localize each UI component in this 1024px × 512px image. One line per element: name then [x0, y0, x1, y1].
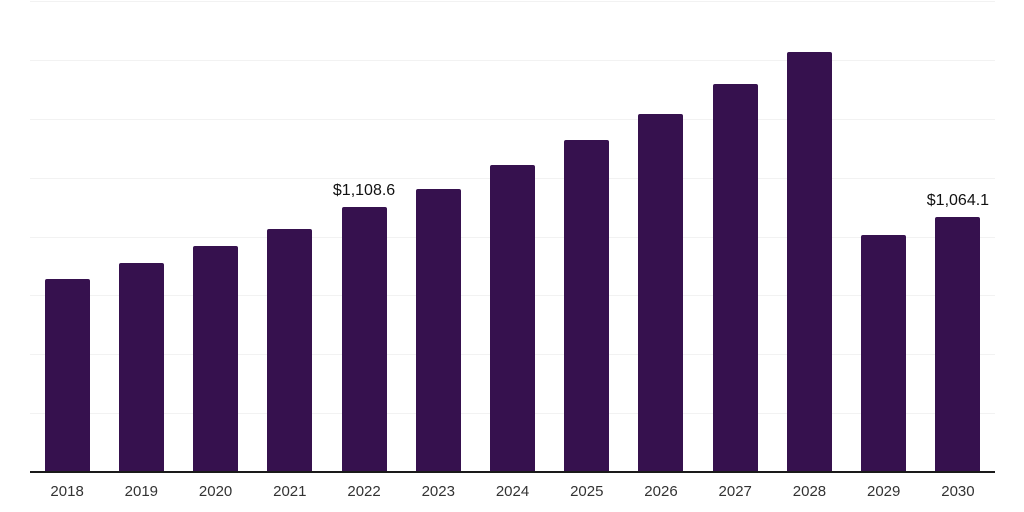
- bar-slot: [30, 0, 104, 472]
- bar-slot: [178, 0, 252, 472]
- bar-slot: $1,064.1: [921, 0, 995, 472]
- bar-2030[interactable]: [935, 217, 981, 472]
- bar-slot: [401, 0, 475, 472]
- bar-slot: [847, 0, 921, 472]
- gridline: [30, 118, 995, 120]
- bar-2028[interactable]: [786, 52, 832, 472]
- bar-slot: [698, 0, 772, 472]
- bar-2022[interactable]: [341, 206, 387, 472]
- x-tick-label: 2028: [792, 483, 827, 500]
- bar-2023[interactable]: [415, 189, 461, 472]
- bar-2027[interactable]: [712, 84, 758, 472]
- bar-slot: [624, 0, 698, 472]
- bar-2021[interactable]: [267, 229, 313, 472]
- x-tick-label: 2026: [644, 483, 678, 500]
- bar-2020[interactable]: [193, 245, 239, 472]
- bar-2024[interactable]: [490, 164, 536, 472]
- bar-value-label: $1,108.6: [332, 181, 396, 199]
- bar-slot: [475, 0, 549, 472]
- x-axis-line: [30, 471, 995, 473]
- x-tick-label: 2025: [570, 483, 604, 500]
- x-tick-label: 2023: [421, 483, 455, 500]
- x-tick-label: 2018: [50, 483, 84, 500]
- x-tick-label: 2019: [124, 483, 159, 500]
- x-tick-label: 2022: [347, 483, 381, 500]
- bar-slot: $1,108.6: [327, 0, 401, 472]
- bar-slot: [104, 0, 178, 472]
- bar-slot: [772, 0, 846, 472]
- bar-2025[interactable]: [564, 140, 610, 472]
- x-tick-label: 2027: [718, 483, 752, 500]
- gridline: [30, 59, 995, 61]
- x-tick-label: 2021: [273, 483, 307, 500]
- bar-slot: [253, 0, 327, 472]
- x-tick-label: 2030: [941, 483, 975, 500]
- bar-2019[interactable]: [118, 262, 164, 472]
- x-tick-label: 2024: [495, 483, 530, 500]
- x-tick-label: 2020: [198, 483, 233, 500]
- bar-2018[interactable]: [44, 278, 90, 472]
- bar-2029[interactable]: [861, 235, 907, 472]
- gridline: [30, 1, 995, 2]
- x-axis-tick-labels: 2018 2019 2020 2021 2022 2023 2024 2025 2026 2027…: [30, 483, 995, 500]
- x-tick-label: 2029: [867, 483, 901, 500]
- bars-container: $1,108.6 $1,064.1: [30, 0, 995, 472]
- bar-2026[interactable]: [638, 113, 684, 472]
- bar-slot: [550, 0, 624, 472]
- bar-value-label: $1,064.1: [926, 192, 990, 210]
- plot-area: $1,108.6 $1,064.1 2018 2019 2020 2021 2022 202…: [30, 0, 995, 512]
